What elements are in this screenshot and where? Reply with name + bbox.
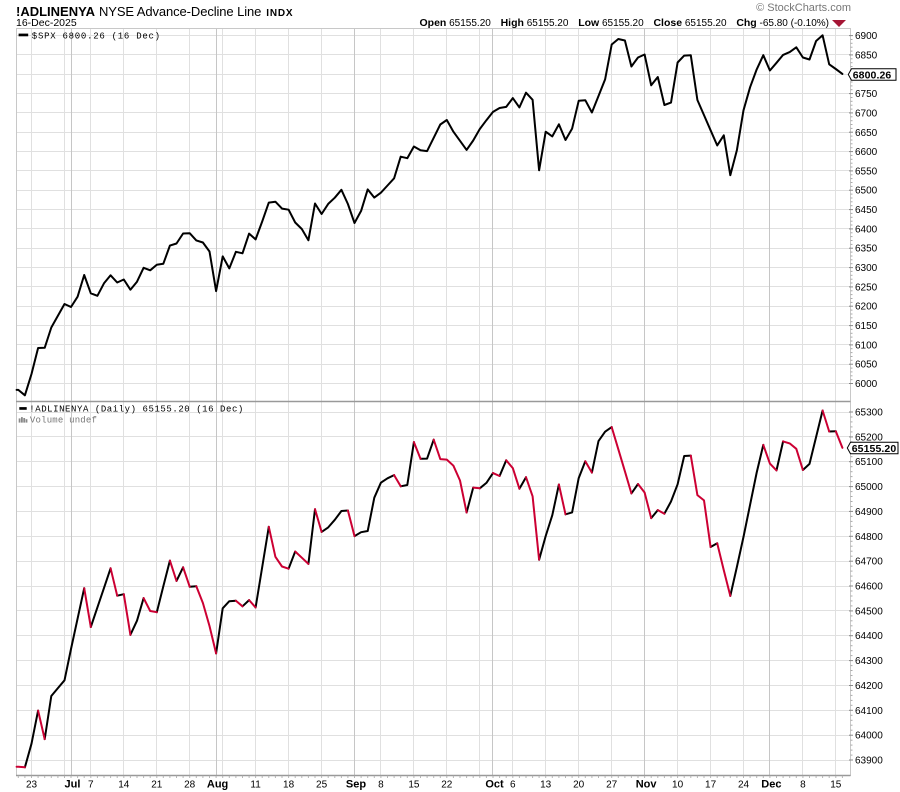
svg-text:65000: 65000 (855, 482, 883, 493)
svg-text:64900: 64900 (855, 507, 883, 518)
svg-text:17: 17 (705, 780, 717, 791)
svg-text:65100: 65100 (855, 457, 883, 468)
svg-text:6800.26: 6800.26 (853, 69, 892, 81)
svg-text:7: 7 (88, 780, 94, 791)
svg-text:6900: 6900 (855, 31, 878, 42)
svg-text:6650: 6650 (855, 128, 878, 139)
svg-text:6350: 6350 (855, 244, 878, 255)
svg-text:6250: 6250 (855, 282, 878, 293)
svg-text:8: 8 (800, 780, 806, 791)
svg-text:6700: 6700 (855, 108, 878, 119)
svg-text:6550: 6550 (855, 166, 878, 177)
svg-text:21: 21 (151, 780, 163, 791)
svg-text:Volume undef: Volume undef (30, 415, 97, 425)
svg-text:Dec: Dec (761, 779, 781, 791)
svg-text:22: 22 (441, 780, 453, 791)
svg-text:64000: 64000 (855, 731, 883, 742)
svg-text:25: 25 (316, 780, 328, 791)
svg-text:8: 8 (378, 780, 384, 791)
svg-text:11: 11 (250, 780, 261, 791)
svg-text:18: 18 (283, 780, 295, 791)
svg-text:!ADLINENYA (Daily) 65155.20 (1: !ADLINENYA (Daily) 65155.20 (16 Dec) (29, 405, 244, 415)
svg-text:6500: 6500 (855, 186, 878, 197)
svg-text:6300: 6300 (855, 263, 878, 274)
svg-text:Nov: Nov (636, 779, 658, 791)
svg-text:64800: 64800 (855, 532, 883, 543)
svg-text:27: 27 (606, 780, 618, 791)
svg-text:64500: 64500 (855, 606, 883, 617)
svg-text:15: 15 (830, 780, 842, 791)
svg-text:23: 23 (26, 780, 38, 791)
svg-text:20: 20 (573, 780, 585, 791)
svg-text:6400: 6400 (855, 224, 878, 235)
svg-text:10: 10 (672, 780, 684, 791)
svg-text:6200: 6200 (855, 302, 878, 313)
svg-text:14: 14 (118, 780, 130, 791)
svg-text:Jul: Jul (65, 779, 81, 791)
svg-text:6450: 6450 (855, 205, 878, 216)
svg-text:64300: 64300 (855, 656, 883, 667)
svg-text:64600: 64600 (855, 582, 883, 593)
svg-text:64700: 64700 (855, 557, 883, 568)
svg-text:28: 28 (184, 780, 196, 791)
svg-text:13: 13 (540, 780, 552, 791)
svg-text:64200: 64200 (855, 681, 883, 692)
svg-text:6100: 6100 (855, 340, 878, 351)
svg-text:65300: 65300 (855, 408, 883, 419)
svg-text:6850: 6850 (855, 50, 878, 61)
svg-text:Sep: Sep (346, 779, 366, 791)
svg-text:64100: 64100 (855, 706, 883, 717)
svg-text:24: 24 (738, 780, 750, 791)
svg-text:6050: 6050 (855, 360, 878, 371)
svg-text:Aug: Aug (207, 779, 228, 791)
svg-text:64400: 64400 (855, 631, 883, 642)
svg-text:6600: 6600 (855, 147, 878, 158)
svg-text:65155.20: 65155.20 (852, 443, 897, 455)
svg-text:15: 15 (408, 780, 420, 791)
svg-text:$SPX 6800.26 (16 Dec): $SPX 6800.26 (16 Dec) (32, 31, 161, 41)
svg-text:6000: 6000 (855, 379, 878, 390)
svg-text:6: 6 (510, 780, 516, 791)
svg-text:65200: 65200 (855, 432, 883, 443)
svg-text:6750: 6750 (855, 89, 878, 100)
svg-text:6150: 6150 (855, 321, 878, 332)
svg-text:Oct: Oct (485, 779, 504, 791)
svg-text:63900: 63900 (855, 756, 883, 767)
